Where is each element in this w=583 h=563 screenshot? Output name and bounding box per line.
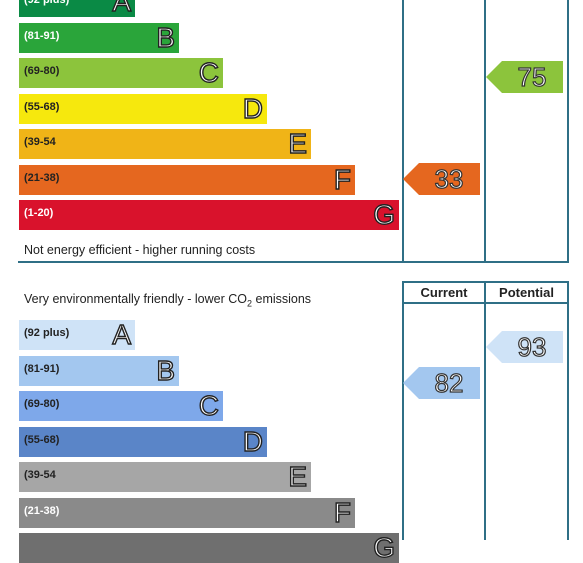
energy-current-arrow-shape <box>403 163 480 195</box>
env-band-range: (39-54 <box>24 469 56 481</box>
env-frame-divider-2 <box>484 281 486 540</box>
env-band-letter: G <box>373 532 396 563</box>
energy-frame-divider-2 <box>484 0 486 262</box>
energy-band-d: (55-68) D <box>19 92 267 124</box>
energy-band-g: (1-20) G <box>19 199 399 230</box>
energy-band-range: (1-20) <box>24 207 54 219</box>
energy-band-c: (69-80) C <box>19 57 223 88</box>
energy-band-a: (92 plus) A <box>19 0 135 17</box>
energy-current-value: 33 <box>434 163 464 194</box>
energy-band-range: (92 plus) <box>24 0 70 6</box>
env-band-d: (55-68) D <box>19 425 267 457</box>
env-band-b: (81-91) B <box>19 354 179 386</box>
energy-frame-left-line <box>18 0 19 262</box>
env-band-range: (81-91) <box>24 362 60 375</box>
env-band-f: (21-38) F <box>19 496 355 528</box>
energy-band-range: (55-68) <box>24 100 60 113</box>
energy-frame-divider-1 <box>402 0 404 262</box>
energy-potential-arrow-shape <box>486 61 563 93</box>
env-column-current: Current <box>420 285 468 300</box>
env-header-note-prefix: Very environmentally friendly - lower CO <box>24 292 247 306</box>
env-band-a: (92 plus) A <box>19 319 135 350</box>
env-header-note-suffix: emissions <box>252 292 312 306</box>
env-potential-arrow-shape <box>486 331 563 363</box>
energy-band-e: (39-54 E <box>19 128 311 159</box>
env-band-range: (21-38) <box>24 504 60 517</box>
energy-band-letter: C <box>198 57 220 88</box>
env-potential-rating-arrow: 93 <box>486 331 564 363</box>
energy-band-letter: F <box>333 163 352 195</box>
env-band-letter: D <box>242 425 264 457</box>
energy-potential-rating-arrow: 75 <box>486 61 564 93</box>
env-frame-right-line <box>567 281 569 540</box>
energy-band-letter: A <box>112 0 132 17</box>
env-potential-value: 93 <box>517 331 547 362</box>
energy-band-letter: D <box>242 92 264 124</box>
energy-band-range: (39-54 <box>24 136 56 148</box>
energy-band-f: (21-38) F <box>19 163 355 195</box>
energy-band-b: (81-91) B <box>19 21 179 53</box>
env-header-underline <box>402 302 569 304</box>
energy-frame-bottom-line <box>18 261 569 263</box>
energy-band-range: (69-80) <box>24 65 60 77</box>
env-band-g: G <box>19 532 399 563</box>
energy-frame-right-line <box>567 0 569 262</box>
energy-footer-note: Not energy efficient - higher running co… <box>24 243 256 257</box>
env-band-range: (92 plus) <box>24 327 70 339</box>
env-current-rating-arrow: 82 <box>403 367 481 399</box>
env-band-range: (55-68) <box>24 433 60 446</box>
env-header-note-subscript: 2 <box>247 298 253 309</box>
energy-band-range: (21-38) <box>24 171 60 184</box>
env-band-letter: C <box>198 390 220 421</box>
env-current-arrow-shape <box>403 367 480 399</box>
env-band-e: (39-54 E <box>19 461 311 492</box>
env-band-letter: A <box>112 319 132 350</box>
env-header-note: Very environmentally friendly - lower CO… <box>24 292 311 309</box>
energy-band-letter: E <box>288 128 308 159</box>
env-band-letter: B <box>156 354 176 386</box>
energy-band-range: (81-91) <box>24 29 60 42</box>
energy-band-letter: G <box>373 199 396 230</box>
env-band-letter: F <box>333 496 352 528</box>
env-band-range: (69-80) <box>24 398 60 410</box>
energy-potential-value: 75 <box>517 61 547 92</box>
env-column-potential: Potential <box>499 285 554 300</box>
env-band-letter: E <box>288 461 308 492</box>
env-band-c: (69-80) C <box>19 390 223 421</box>
energy-band-letter: B <box>156 21 176 53</box>
env-frame-divider-1 <box>402 281 404 540</box>
energy-current-rating-arrow: 33 <box>403 163 481 195</box>
env-current-value: 82 <box>434 367 464 398</box>
